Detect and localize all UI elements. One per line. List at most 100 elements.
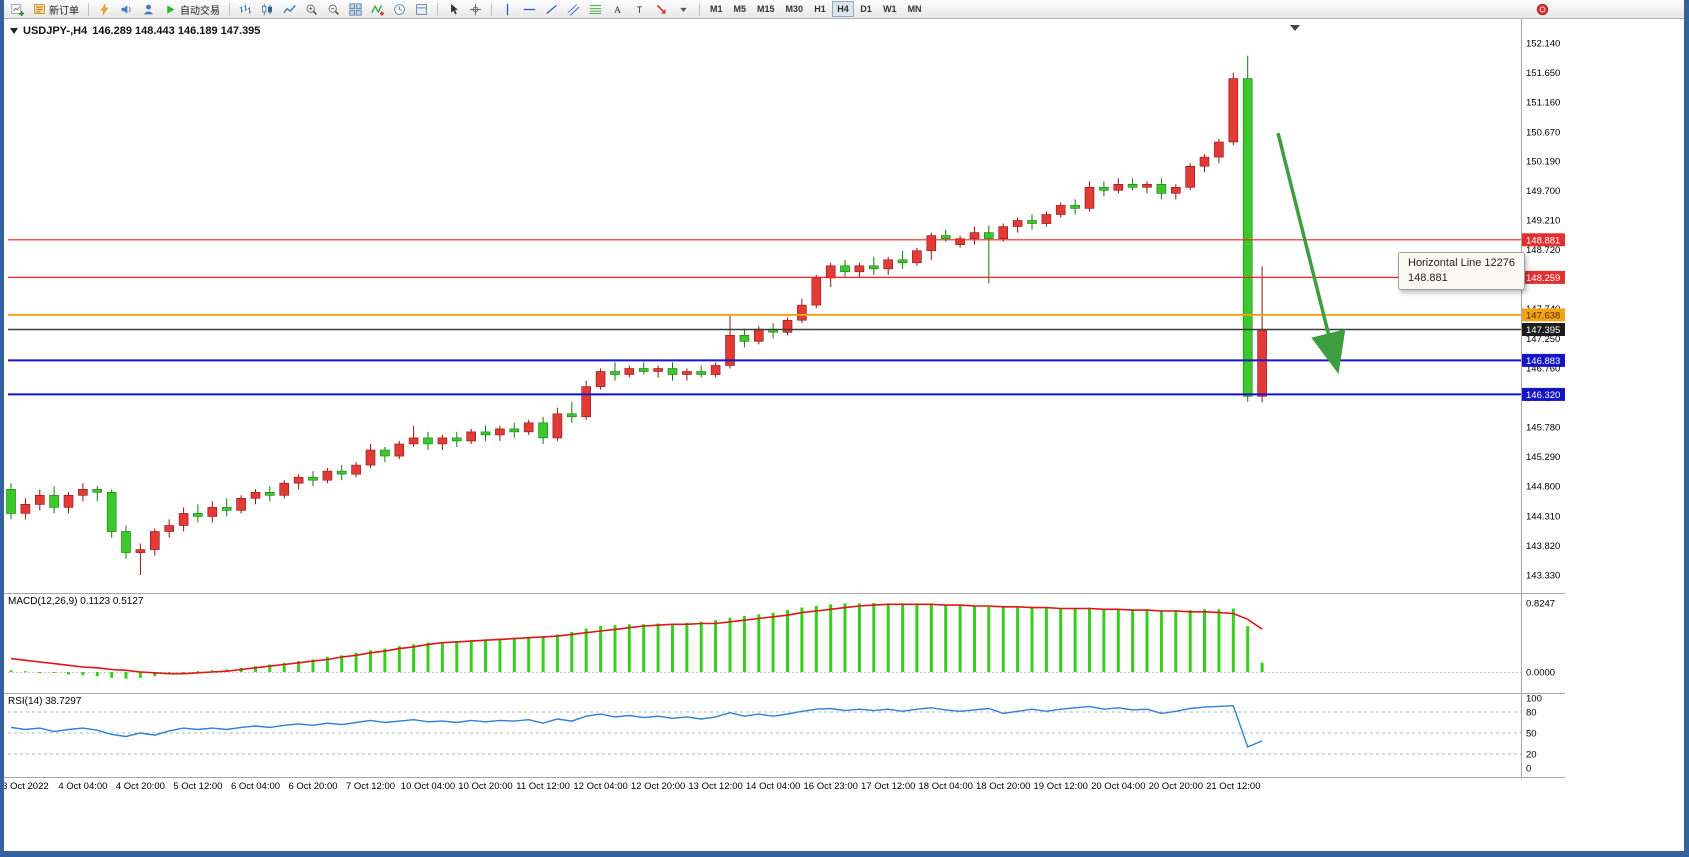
notification-icon	[1536, 3, 1549, 15]
timeframe-m15[interactable]: M15	[752, 1, 780, 17]
toolbar-divider	[699, 2, 700, 16]
candle	[78, 488, 88, 496]
svg-text:T: T	[637, 4, 643, 14]
svg-text:143.820: 143.820	[1526, 541, 1560, 552]
trend-arrow[interactable]	[1276, 132, 1346, 375]
vertical-line-button[interactable]	[497, 1, 518, 17]
trendline-button[interactable]	[541, 1, 562, 17]
candle	[236, 497, 246, 511]
svg-text:20 Oct 04:00: 20 Oct 04:00	[1091, 781, 1145, 792]
text-button[interactable]: A	[607, 1, 628, 17]
candle	[912, 250, 922, 264]
cursor-button[interactable]	[443, 1, 464, 17]
candle	[1185, 165, 1195, 188]
timeframe-h1[interactable]: H1	[809, 1, 831, 17]
timeframe-m1[interactable]: M1	[705, 1, 728, 17]
arrows-dropdown-button[interactable]	[673, 1, 694, 17]
candle	[955, 238, 965, 245]
svg-text:144.310: 144.310	[1526, 511, 1560, 522]
candle	[20, 503, 31, 514]
svg-text:18 Oct 04:00: 18 Oct 04:00	[918, 781, 972, 792]
candle	[106, 491, 117, 532]
indicators-button[interactable]	[367, 1, 388, 17]
zoom-in-icon	[306, 4, 317, 15]
timeframes-clock-icon	[394, 3, 405, 15]
candle	[336, 470, 347, 475]
autotrading-button[interactable]: 自动交易	[160, 1, 224, 17]
new-order-button[interactable]: 新订单	[29, 1, 83, 17]
autotrading-play-icon	[167, 4, 175, 14]
channel-button[interactable]	[563, 1, 584, 17]
macd-label: MACD(12,26,9) 0.1123 0.5127	[8, 596, 144, 607]
candle	[1012, 220, 1023, 227]
chart-line-button[interactable]	[279, 1, 300, 17]
timeframe-mn[interactable]: MN	[903, 1, 927, 17]
timeframe-m30[interactable]: M30	[781, 1, 809, 17]
candle	[739, 334, 750, 342]
candle	[883, 259, 894, 270]
candle	[710, 365, 721, 375]
tile-windows-icon	[349, 2, 362, 16]
new-chart-button[interactable]	[7, 1, 28, 17]
toolbar-divider	[229, 2, 230, 16]
new-order-label: 新订单	[49, 5, 79, 17]
symbol-dropdown-icon[interactable]	[10, 28, 18, 34]
fibonacci-button[interactable]	[585, 1, 606, 17]
candle	[394, 443, 405, 457]
rsi-label: RSI(14) 38.7297	[8, 696, 82, 707]
timeframe-m5[interactable]: M5	[729, 1, 752, 17]
candle	[595, 371, 606, 387]
vline-icon	[506, 3, 509, 15]
chart-candles-button[interactable]	[257, 1, 278, 17]
svg-text:4 Oct 04:00: 4 Oct 04:00	[58, 781, 107, 792]
svg-text:151.650: 151.650	[1526, 68, 1560, 79]
templates-icon	[416, 3, 427, 15]
candle	[34, 494, 45, 505]
zoom-out-button[interactable]	[323, 1, 344, 17]
timeframe-h4[interactable]: H4	[832, 1, 855, 17]
candle	[897, 259, 908, 264]
candle	[1127, 184, 1138, 188]
svg-text:149.700: 149.700	[1526, 186, 1560, 197]
candle	[380, 449, 390, 457]
timeframe-w1[interactable]: W1	[878, 1, 902, 17]
candle	[150, 531, 160, 550]
autoscroll-button[interactable]	[94, 1, 115, 17]
line-chart-icon	[283, 4, 296, 13]
candle	[940, 235, 951, 239]
candle	[610, 371, 620, 375]
candles-layer	[6, 55, 1267, 575]
bars-chart-icon	[239, 4, 252, 14]
candle	[408, 437, 419, 445]
zoom-in-button[interactable]	[301, 1, 322, 17]
candle	[437, 437, 448, 445]
time-axis: 3 Oct 2022 4 Oct 04:00 4 Oct 20:00 5 Oct 12…	[2, 781, 1260, 792]
chart-title: USDJPY-,H4 146.289 148.443 146.189 147.3…	[10, 25, 260, 37]
svg-text:12 Oct 04:00: 12 Oct 04:00	[573, 781, 627, 792]
candle	[495, 428, 505, 436]
community-button[interactable]	[138, 1, 159, 17]
arrows-tool-button[interactable]	[651, 1, 672, 17]
arrow-tool-icon	[656, 4, 666, 14]
templates-button[interactable]	[411, 1, 432, 17]
candle	[983, 232, 994, 239]
timeframe-d1[interactable]: D1	[855, 1, 877, 17]
crosshair-button[interactable]	[465, 1, 486, 17]
window-border-bottom	[0, 851, 1689, 857]
notification-button[interactable]	[1532, 1, 1553, 17]
tile-windows-button[interactable]	[345, 1, 366, 17]
candle	[624, 368, 635, 375]
periods-button[interactable]	[389, 1, 410, 17]
sound-button[interactable]	[116, 1, 137, 17]
chart-bars-button[interactable]	[235, 1, 256, 17]
svg-text:12 Oct 20:00: 12 Oct 20:00	[631, 781, 685, 792]
chart-shift-marker[interactable]	[1290, 25, 1300, 31]
channel-icon	[567, 3, 580, 15]
svg-text:150.190: 150.190	[1526, 156, 1560, 167]
svg-text:19 Oct 12:00: 19 Oct 12:00	[1033, 781, 1087, 792]
text-label-button[interactable]: T	[629, 1, 650, 17]
horizontal-line-button[interactable]	[519, 1, 540, 17]
candle	[538, 422, 548, 439]
